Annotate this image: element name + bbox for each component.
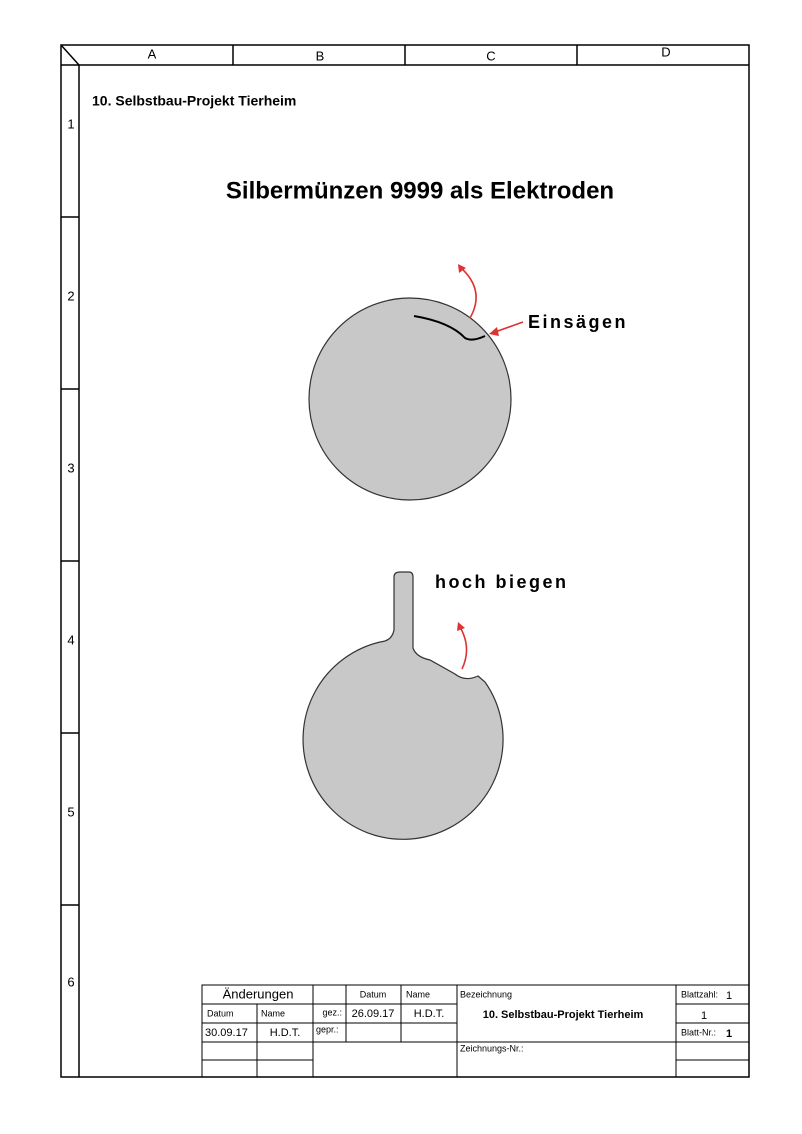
arrow bbox=[459, 266, 477, 319]
drawing-number-label: Zeichnungs-Nr.: bbox=[460, 1043, 524, 1053]
frame-line: A B C D 1 2 3 4 5 6 bbox=[67, 44, 670, 989]
drawn-label: gez.: bbox=[322, 1007, 342, 1017]
column-label: C bbox=[486, 48, 495, 63]
arrow bbox=[494, 321, 524, 333]
sheet-count-label: Blattzahl: bbox=[681, 989, 718, 999]
designation-header: Bezeichnung bbox=[460, 989, 512, 999]
row-label: 1 bbox=[67, 116, 74, 131]
row-label: 2 bbox=[67, 288, 74, 303]
column-label: D bbox=[661, 44, 670, 59]
bend-label: hoch biegen bbox=[435, 572, 569, 592]
sheet-count: 1 bbox=[701, 1010, 707, 1022]
drawn-name: H.D.T. bbox=[414, 1008, 445, 1020]
title-block bbox=[201, 984, 750, 1078]
column-label: B bbox=[316, 48, 325, 63]
coin bbox=[308, 297, 512, 501]
change-date: 30.09.17 bbox=[205, 1027, 248, 1039]
sheet-count: 1 bbox=[726, 990, 732, 1002]
project-name: 10. Selbstbau-Projekt Tierheim bbox=[92, 93, 296, 109]
name-header: Name bbox=[261, 1008, 285, 1018]
sheet-number: 1 bbox=[726, 1028, 732, 1040]
drawn-date: 26.09.17 bbox=[352, 1008, 395, 1020]
cut-label: Einsägen bbox=[528, 312, 628, 332]
row-label: 5 bbox=[67, 804, 74, 819]
row-label: 4 bbox=[67, 632, 74, 647]
arrow bbox=[459, 626, 468, 670]
saw-cut bbox=[413, 315, 486, 341]
designation: 10. Selbstbau-Projekt Tierheim bbox=[483, 1009, 644, 1021]
date-header: Datum bbox=[360, 989, 387, 999]
change-name: H.D.T. bbox=[270, 1027, 301, 1039]
name-header: Name bbox=[406, 989, 430, 999]
arrow-head bbox=[457, 622, 465, 631]
checked-label: gepr.: bbox=[316, 1024, 339, 1034]
column-label: A bbox=[148, 46, 157, 61]
date-header: Datum bbox=[207, 1008, 234, 1018]
sheet-number-label: Blatt-Nr.: bbox=[681, 1027, 716, 1037]
row-label: 3 bbox=[67, 460, 74, 475]
row-label: 6 bbox=[67, 974, 74, 989]
frame-line bbox=[60, 44, 80, 66]
arrow-head bbox=[458, 264, 466, 273]
frame-line bbox=[201, 984, 750, 1078]
arrow-head bbox=[489, 327, 499, 336]
bent-coin bbox=[302, 571, 504, 840]
changes-label: Änderungen bbox=[223, 986, 294, 1001]
drawing-title: Silbermünzen 9999 als Elektroden bbox=[226, 177, 614, 204]
